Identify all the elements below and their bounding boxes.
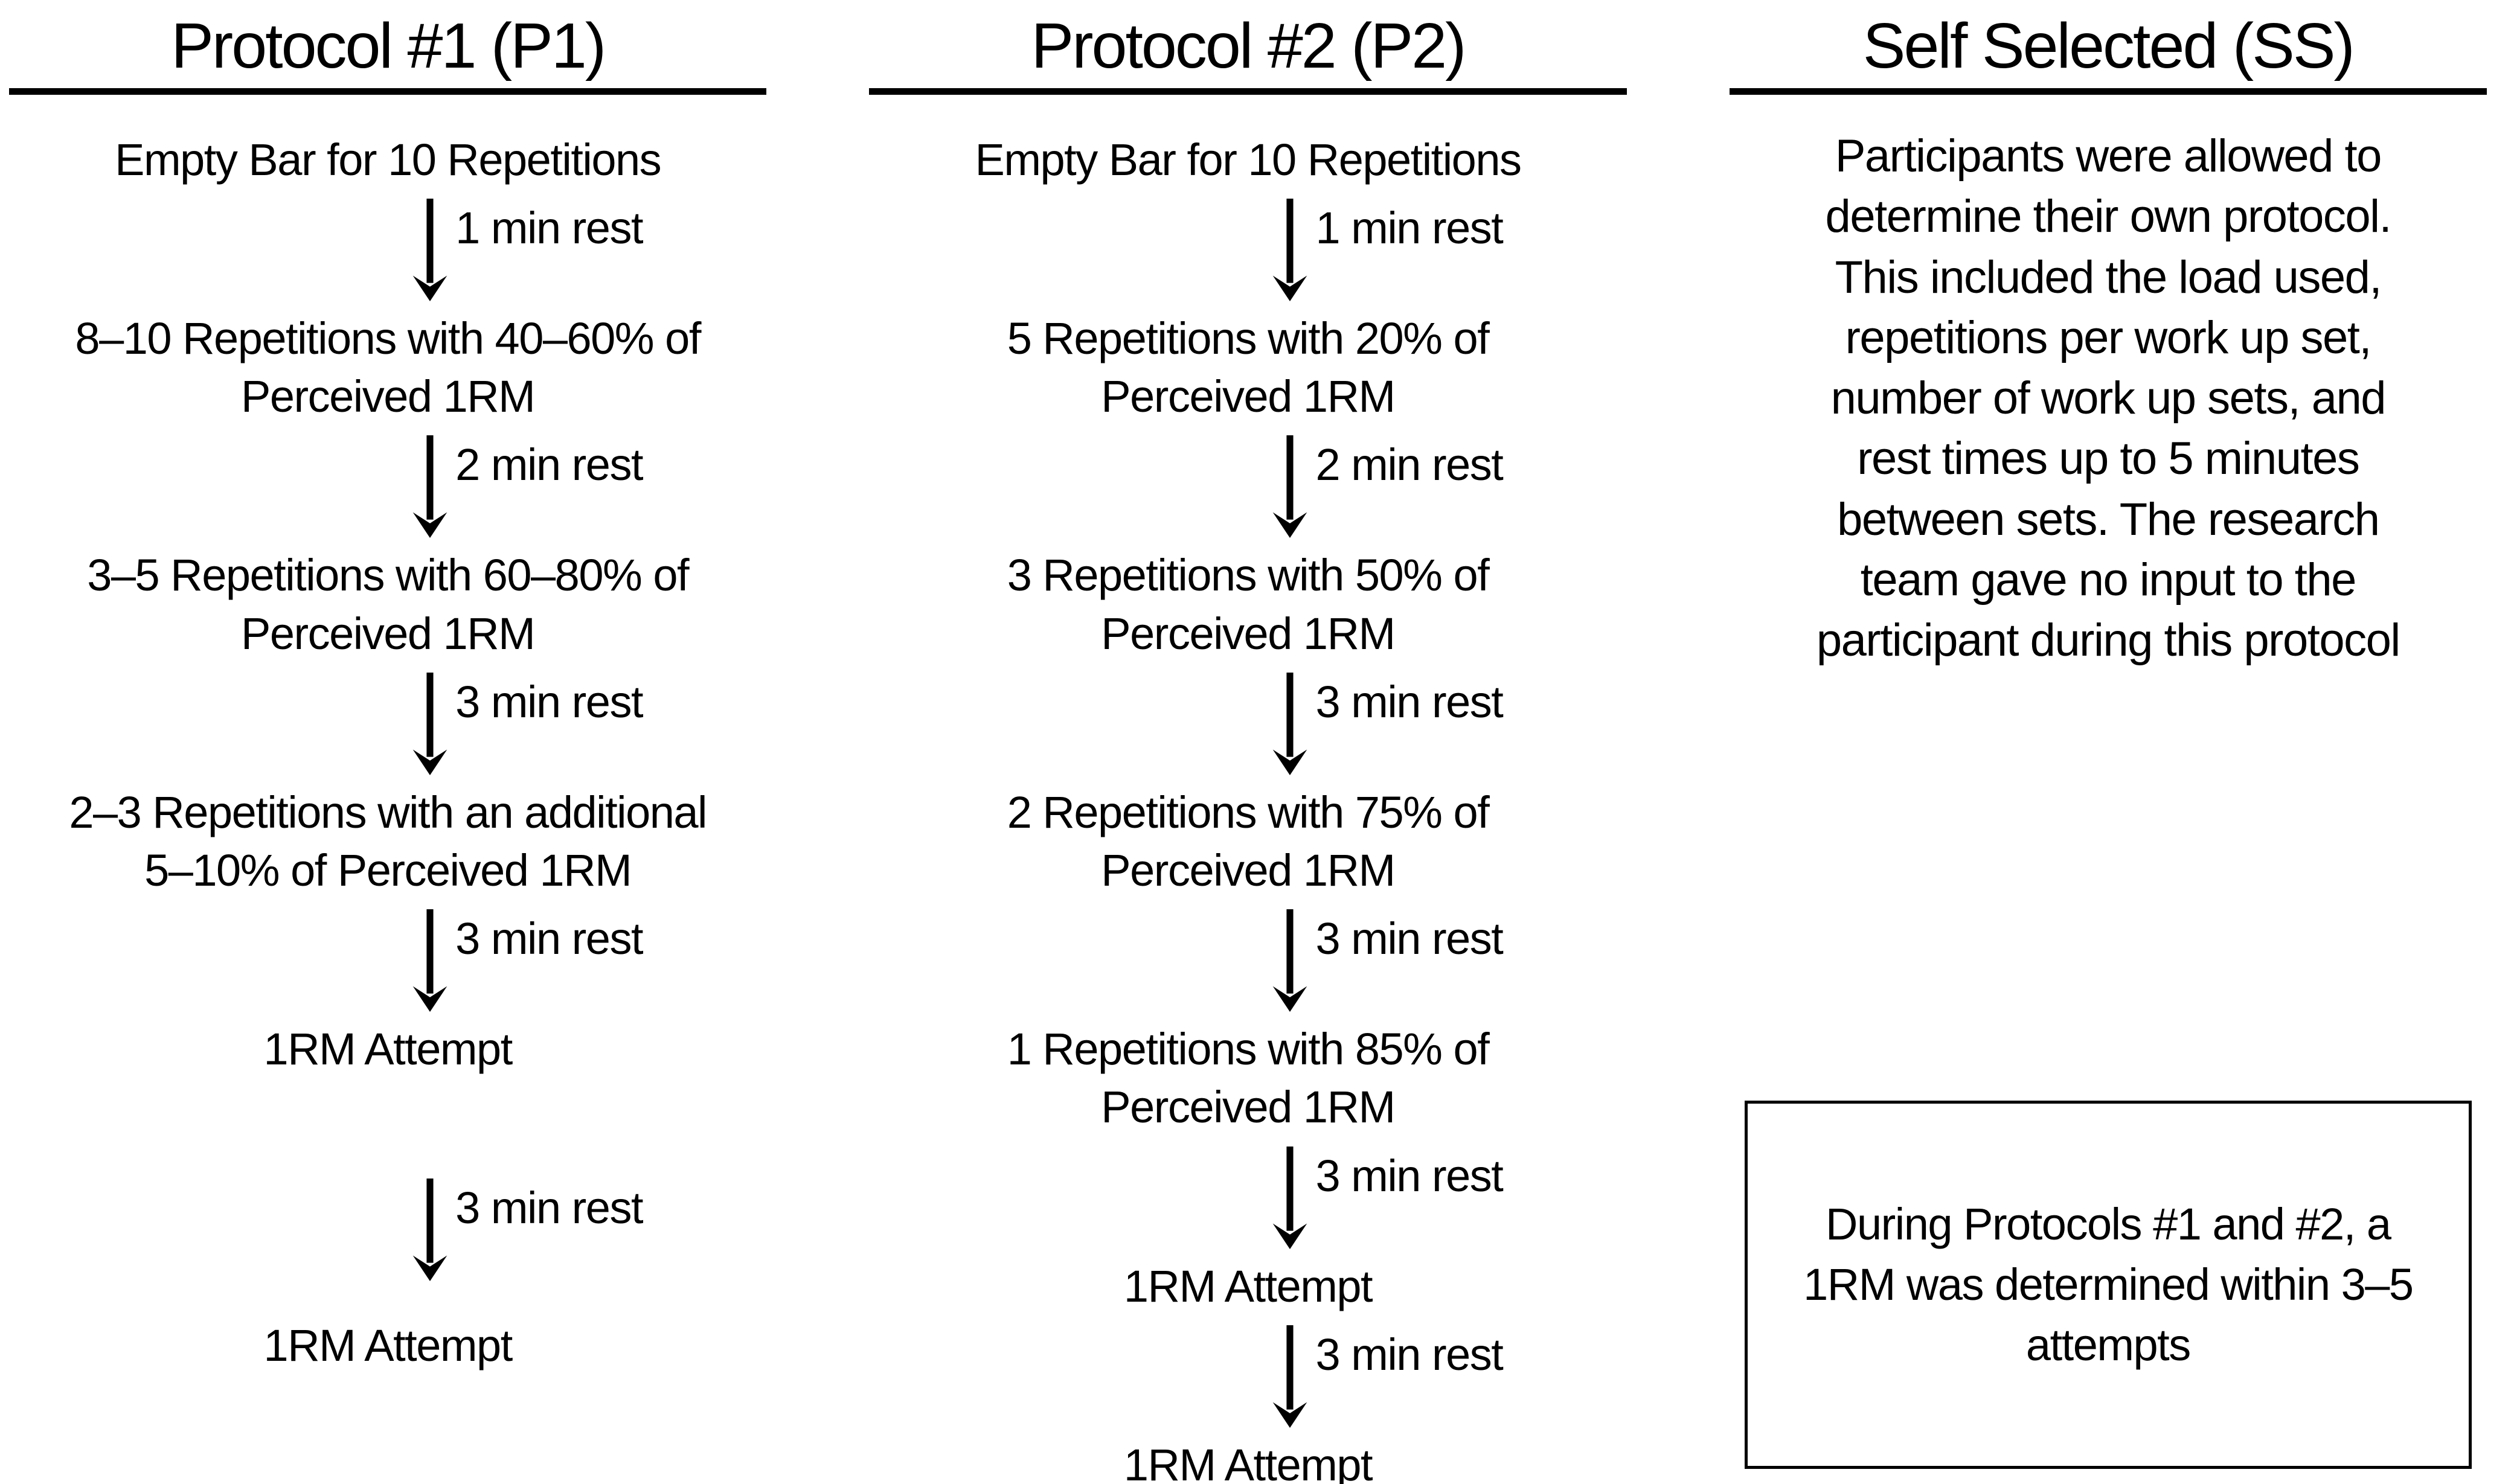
flow-step: 2–3 Repetitions with an additional 5–10%… — [69, 787, 707, 896]
self-selected-title-underline — [1729, 88, 2487, 95]
down-arrow-icon — [1273, 199, 1307, 302]
self-selected-column: Self Selected (SS) Participants were all… — [1729, 0, 2487, 1484]
rest-duration-label: 3 min rest — [455, 1183, 643, 1233]
flow-step: 8–10 Repetitions with 40–60% of Perceive… — [75, 313, 701, 422]
down-arrow-icon — [1273, 672, 1307, 775]
rest-duration-label: 3 min rest — [1315, 1150, 1503, 1201]
rest-interval: 3 min rest — [869, 1145, 1626, 1249]
rest-duration-label: 2 min rest — [1315, 440, 1503, 490]
flow-step: 1RM Attempt — [1123, 1439, 1373, 1484]
flow-step: Empty Bar for 10 Repetitions — [975, 134, 1522, 185]
flow-step: 1RM Attempt — [1123, 1261, 1373, 1311]
rest-duration-label: 1 min rest — [1315, 203, 1503, 254]
rest-interval: 3 min rest — [869, 671, 1626, 775]
rest-interval: 3 min rest — [869, 908, 1626, 1012]
rest-interval: 3 min rest — [9, 671, 766, 775]
protocol-2-title: Protocol #2 (P2) — [1031, 10, 1467, 82]
flow-step: 3–5 Repetitions with 60–80% of Perceived… — [87, 550, 689, 659]
rest-interval: 2 min rest — [869, 434, 1626, 539]
flow-step: 3 Repetitions with 50% of Perceived 1RM — [1007, 550, 1490, 659]
spacer — [385, 1084, 391, 1175]
rest-interval: 3 min rest — [9, 1177, 766, 1282]
spacer — [385, 1284, 391, 1311]
self-selected-description: Participants were allowed to determine t… — [1816, 130, 2400, 667]
down-arrow-icon — [412, 1179, 447, 1282]
down-arrow-icon — [1273, 435, 1307, 539]
flow-step: 5 Repetitions with 20% of Perceived 1RM — [1007, 313, 1490, 422]
rest-duration-label: 1 min rest — [455, 203, 643, 254]
flow-step: 1RM Attempt — [263, 1024, 513, 1075]
rest-duration-label: 3 min rest — [1315, 676, 1503, 727]
flow-step: 1 Repetitions with 85% of Perceived 1RM — [1007, 1024, 1490, 1133]
down-arrow-icon — [412, 435, 447, 539]
down-arrow-icon — [1273, 1325, 1307, 1428]
rest-duration-label: 3 min rest — [455, 676, 643, 727]
note-box-text: During Protocols #1 and #2, a 1RM was de… — [1803, 1199, 2414, 1370]
down-arrow-icon — [412, 672, 447, 775]
protocol-1-column: Protocol #1 (P1) Empty Bar for 10 Repeti… — [9, 0, 767, 1484]
protocol-1-flow: Empty Bar for 10 Repetitions 1 min rest … — [9, 125, 766, 1381]
note-box: During Protocols #1 and #2, a 1RM was de… — [1744, 1100, 2472, 1469]
flow-step: 1RM Attempt — [263, 1320, 513, 1371]
protocol-1-title-underline — [9, 88, 767, 95]
rest-interval: 3 min rest — [9, 908, 766, 1012]
flow-step: Empty Bar for 10 Repetitions — [115, 134, 662, 185]
down-arrow-icon — [1273, 1146, 1307, 1249]
rest-duration-label: 2 min rest — [455, 440, 643, 490]
protocol-2-column: Protocol #2 (P2) Empty Bar for 10 Repeti… — [869, 0, 1627, 1484]
protocol-2-flow: Empty Bar for 10 Repetitions 1 min rest … — [869, 125, 1626, 1484]
flow-step: 2 Repetitions with 75% of Perceived 1RM — [1007, 787, 1490, 896]
self-selected-title: Self Selected (SS) — [1862, 10, 2355, 82]
protocol-1-title: Protocol #1 (P1) — [171, 10, 606, 82]
down-arrow-icon — [412, 909, 447, 1012]
rest-interval: 1 min rest — [9, 197, 766, 302]
protocol-2-title-underline — [869, 88, 1627, 95]
down-arrow-icon — [1273, 909, 1307, 1012]
rest-interval: 1 min rest — [869, 197, 1626, 302]
rest-duration-label: 3 min rest — [1315, 1329, 1503, 1380]
rest-interval: 2 min rest — [9, 434, 766, 539]
down-arrow-icon — [412, 199, 447, 302]
rest-interval: 3 min rest — [869, 1324, 1626, 1428]
rest-duration-label: 3 min rest — [455, 913, 643, 964]
rest-duration-label: 3 min rest — [1315, 913, 1503, 964]
